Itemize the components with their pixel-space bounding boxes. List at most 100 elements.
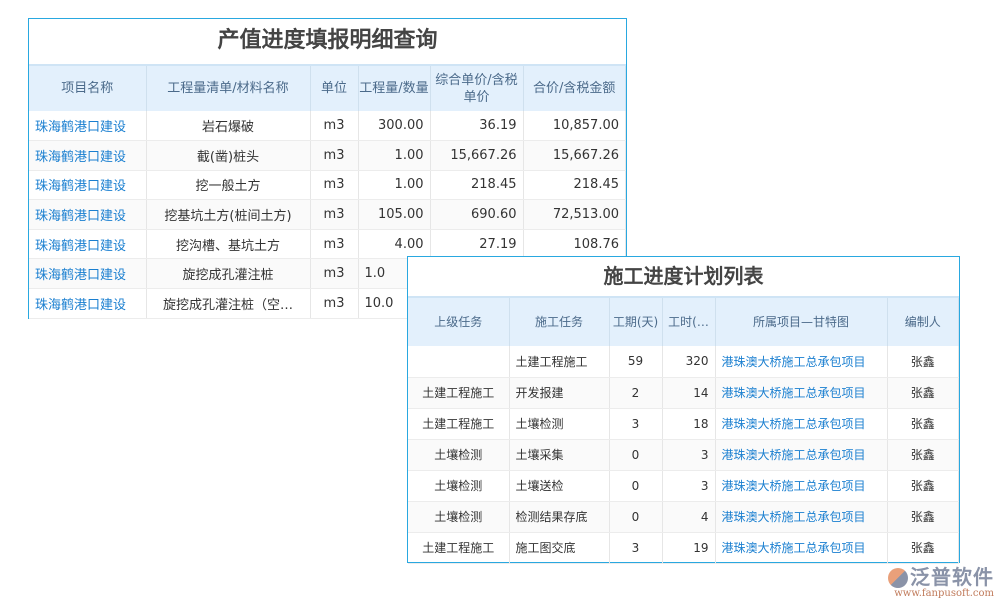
table-cell: 18 (662, 408, 716, 440)
logo-text: 泛普软件 (910, 564, 994, 589)
column-header[interactable]: 编制人 (887, 298, 959, 346)
project-link[interactable]: 珠海鹤港口建设 (29, 229, 147, 260)
table-cell: 土壤送检 (509, 470, 610, 502)
table-row[interactable]: 土壤检测 检测结果存底 0 4 港珠澳大桥施工总承包项目 张鑫 (408, 501, 959, 533)
table-cell: 截(凿)桩头 (146, 140, 311, 171)
table-cell: 土建工程施工 (408, 532, 510, 564)
table-cell: 0 (609, 470, 663, 502)
column-header[interactable]: 施工任务 (509, 298, 610, 346)
table-cell: 27.19 (430, 229, 524, 260)
table-cell: 19 (662, 532, 716, 564)
table-row[interactable]: 土建工程施工 开发报建 2 14 港珠澳大桥施工总承包项目 张鑫 (408, 377, 959, 409)
project-link[interactable]: 珠海鹤港口建设 (29, 199, 147, 230)
project-link[interactable]: 港珠澳大桥施工总承包项目 (715, 439, 888, 471)
table-cell: 挖沟槽、基坑土方 (146, 229, 311, 260)
table-cell: 105.00 (358, 199, 431, 230)
table-cell: 挖一般土方 (146, 170, 311, 201)
table-cell: 土壤检测 (408, 501, 510, 533)
table-cell: m3 (310, 229, 359, 260)
table-cell: 张鑫 (887, 408, 959, 440)
column-header[interactable]: 所属项目—甘特图 (715, 298, 888, 346)
project-link[interactable]: 珠海鹤港口建设 (29, 170, 147, 201)
table-cell: 1.00 (358, 170, 431, 201)
project-link[interactable]: 港珠澳大桥施工总承包项目 (715, 532, 888, 564)
table-cell: 690.60 (430, 199, 524, 230)
table-cell: 挖基坑土方(桩间土方) (146, 199, 311, 230)
table-cell: 土壤检测 (509, 408, 610, 440)
table-row[interactable]: 珠海鹤港口建设 挖基坑土方(桩间土方) m3 105.00 690.60 72,513.0… (29, 199, 626, 230)
construction-schedule-panel: 施工进度计划列表 上级任务 施工任务 工期(天) 工时(… 所属项目—甘特图 编制人 土建… (407, 256, 960, 564)
table-cell: 72,513.00 (523, 199, 626, 230)
table-cell: 土壤检测 (408, 439, 510, 471)
table-cell: 14 (662, 377, 716, 409)
project-link[interactable]: 港珠澳大桥施工总承包项目 (715, 346, 888, 378)
table-cell: 300.00 (358, 111, 431, 142)
column-header[interactable]: 单位 (310, 66, 359, 111)
table-row[interactable]: 珠海鹤港口建设 挖沟槽、基坑土方 m3 4.00 27.19 108.76 (29, 229, 626, 260)
table-cell: 4 (662, 501, 716, 533)
table-row[interactable]: 土建工程施工 施工图交底 3 19 港珠澳大桥施工总承包项目 张鑫 (408, 532, 959, 564)
table-cell: 108.76 (523, 229, 626, 260)
column-header[interactable]: 工程量清单/材料名称 (146, 66, 311, 111)
table-cell: 10,857.00 (523, 111, 626, 142)
project-link[interactable]: 港珠澳大桥施工总承包项目 (715, 377, 888, 409)
table-cell: 3 (609, 532, 663, 564)
column-header[interactable]: 项目名称 (29, 66, 147, 111)
table-cell (408, 346, 510, 378)
table-cell: 320 (662, 346, 716, 378)
table-row[interactable]: 珠海鹤港口建设 岩石爆破 m3 300.00 36.19 10,857.00 (29, 111, 626, 142)
table-cell: m3 (310, 170, 359, 201)
project-link[interactable]: 港珠澳大桥施工总承包项目 (715, 408, 888, 440)
table-cell: m3 (310, 140, 359, 171)
table-cell: 15,667.26 (430, 140, 524, 171)
output-value-table: 项目名称 工程量清单/材料名称 单位 工程量/数量 综合单价/含税单价 合价/含税金额 珠… (29, 66, 626, 319)
logo-icon (888, 568, 908, 588)
panel-title: 产值进度填报明细查询 (29, 19, 626, 66)
table-cell: 1.00 (358, 140, 431, 171)
column-header[interactable]: 工期(天) (609, 298, 663, 346)
table-row[interactable]: 土建工程施工 土壤检测 3 18 港珠澳大桥施工总承包项目 张鑫 (408, 408, 959, 440)
table-cell: 0 (609, 439, 663, 471)
table-cell: 土建工程施工 (408, 377, 510, 409)
table-cell: 15,667.26 (523, 140, 626, 171)
table-cell: 3 (662, 470, 716, 502)
table-cell: 旋挖成孔灌注桩（空… (146, 288, 311, 319)
column-header[interactable]: 工时(… (662, 298, 716, 346)
table-cell: 土壤采集 (509, 439, 610, 471)
table-cell: m3 (310, 258, 359, 290)
project-link[interactable]: 珠海鹤港口建设 (29, 288, 147, 319)
project-link[interactable]: 珠海鹤港口建设 (29, 140, 147, 171)
table-row[interactable]: 珠海鹤港口建设 挖一般土方 m3 1.00 218.45 218.45 (29, 170, 626, 201)
table-row[interactable]: 土壤检测 土壤送检 0 3 港珠澳大桥施工总承包项目 张鑫 (408, 470, 959, 502)
table-cell: 218.45 (430, 170, 524, 201)
table-cell: m3 (310, 199, 359, 230)
table-cell: 开发报建 (509, 377, 610, 409)
project-link[interactable]: 珠海鹤港口建设 (29, 258, 147, 290)
schedule-table: 上级任务 施工任务 工期(天) 工时(… 所属项目—甘特图 编制人 土建工程施工 59 320… (408, 298, 959, 564)
project-link[interactable]: 珠海鹤港口建设 (29, 111, 147, 142)
panel-title: 施工进度计划列表 (408, 257, 959, 298)
table-cell: 土建工程施工 (408, 408, 510, 440)
table-cell: 张鑫 (887, 439, 959, 471)
header-row: 上级任务 施工任务 工期(天) 工时(… 所属项目—甘特图 编制人 (408, 298, 959, 346)
table-cell: 0 (609, 501, 663, 533)
column-header[interactable]: 工程量/数量 (358, 66, 431, 111)
table-cell: m3 (310, 111, 359, 142)
column-header[interactable]: 综合单价/含税单价 (430, 66, 524, 111)
table-row[interactable]: 土建工程施工 59 320 港珠澳大桥施工总承包项目 张鑫 (408, 346, 959, 378)
table-cell: 张鑫 (887, 377, 959, 409)
table-cell: 张鑫 (887, 346, 959, 378)
table-cell: 张鑫 (887, 501, 959, 533)
table-cell: 3 (662, 439, 716, 471)
table-row[interactable]: 土壤检测 土壤采集 0 3 港珠澳大桥施工总承包项目 张鑫 (408, 439, 959, 471)
column-header[interactable]: 合价/含税金额 (523, 66, 626, 111)
table-cell: 59 (609, 346, 663, 378)
table-row[interactable]: 珠海鹤港口建设 截(凿)桩头 m3 1.00 15,667.26 15,667.26 (29, 140, 626, 171)
table-cell: 检测结果存底 (509, 501, 610, 533)
column-header[interactable]: 上级任务 (408, 298, 510, 346)
table-cell: 张鑫 (887, 532, 959, 564)
table-cell: 土壤检测 (408, 470, 510, 502)
header-row: 项目名称 工程量清单/材料名称 单位 工程量/数量 综合单价/含税单价 合价/含税金额 (29, 66, 626, 111)
project-link[interactable]: 港珠澳大桥施工总承包项目 (715, 470, 888, 502)
project-link[interactable]: 港珠澳大桥施工总承包项目 (715, 501, 888, 533)
